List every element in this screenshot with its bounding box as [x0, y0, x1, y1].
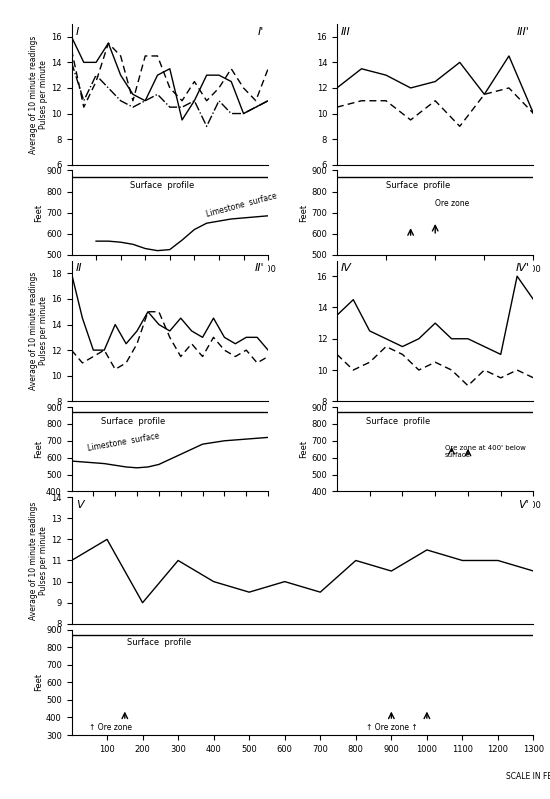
Text: Surface  profile: Surface profile [127, 638, 191, 647]
Y-axis label: Feet: Feet [34, 674, 43, 691]
Text: Surface  profile: Surface profile [101, 417, 165, 426]
Text: Limestone  surface: Limestone surface [87, 432, 161, 454]
Text: Limestone  surface: Limestone surface [205, 192, 278, 220]
Text: Surface  profile: Surface profile [130, 181, 195, 189]
Text: I': I' [258, 27, 264, 37]
Text: II: II [75, 264, 82, 273]
Text: SCALE IN FEET: SCALE IN FEET [506, 772, 550, 781]
Text: V': V' [518, 499, 529, 510]
Y-axis label: Feet: Feet [34, 440, 43, 459]
Y-axis label: Average of 10 minute readings
Pulses per minute: Average of 10 minute readings Pulses per… [29, 35, 48, 153]
Y-axis label: Average of 10 minute readings
Pulses per minute: Average of 10 minute readings Pulses per… [29, 501, 48, 620]
Text: III': III' [517, 27, 530, 37]
Y-axis label: Average of 10 minute readings
Pulses per minute: Average of 10 minute readings Pulses per… [29, 272, 48, 390]
Text: Ore zone: Ore zone [435, 200, 470, 209]
Y-axis label: Feet: Feet [34, 204, 43, 221]
Text: ↑ Ore zone ↑: ↑ Ore zone ↑ [366, 723, 418, 732]
Y-axis label: Feet: Feet [300, 204, 309, 221]
Text: V: V [76, 499, 84, 510]
Y-axis label: Feet: Feet [300, 440, 309, 459]
Text: Surface  profile: Surface profile [386, 181, 450, 189]
Text: II': II' [255, 264, 264, 273]
Text: IV: IV [341, 264, 351, 273]
Text: I: I [75, 27, 79, 37]
Text: IV': IV' [516, 264, 530, 273]
Text: Surface  profile: Surface profile [366, 417, 431, 426]
Text: Ore zone at 400' below
surface: Ore zone at 400' below surface [445, 445, 526, 458]
Text: III: III [341, 27, 350, 37]
Text: ↑ Ore zone: ↑ Ore zone [89, 723, 132, 732]
